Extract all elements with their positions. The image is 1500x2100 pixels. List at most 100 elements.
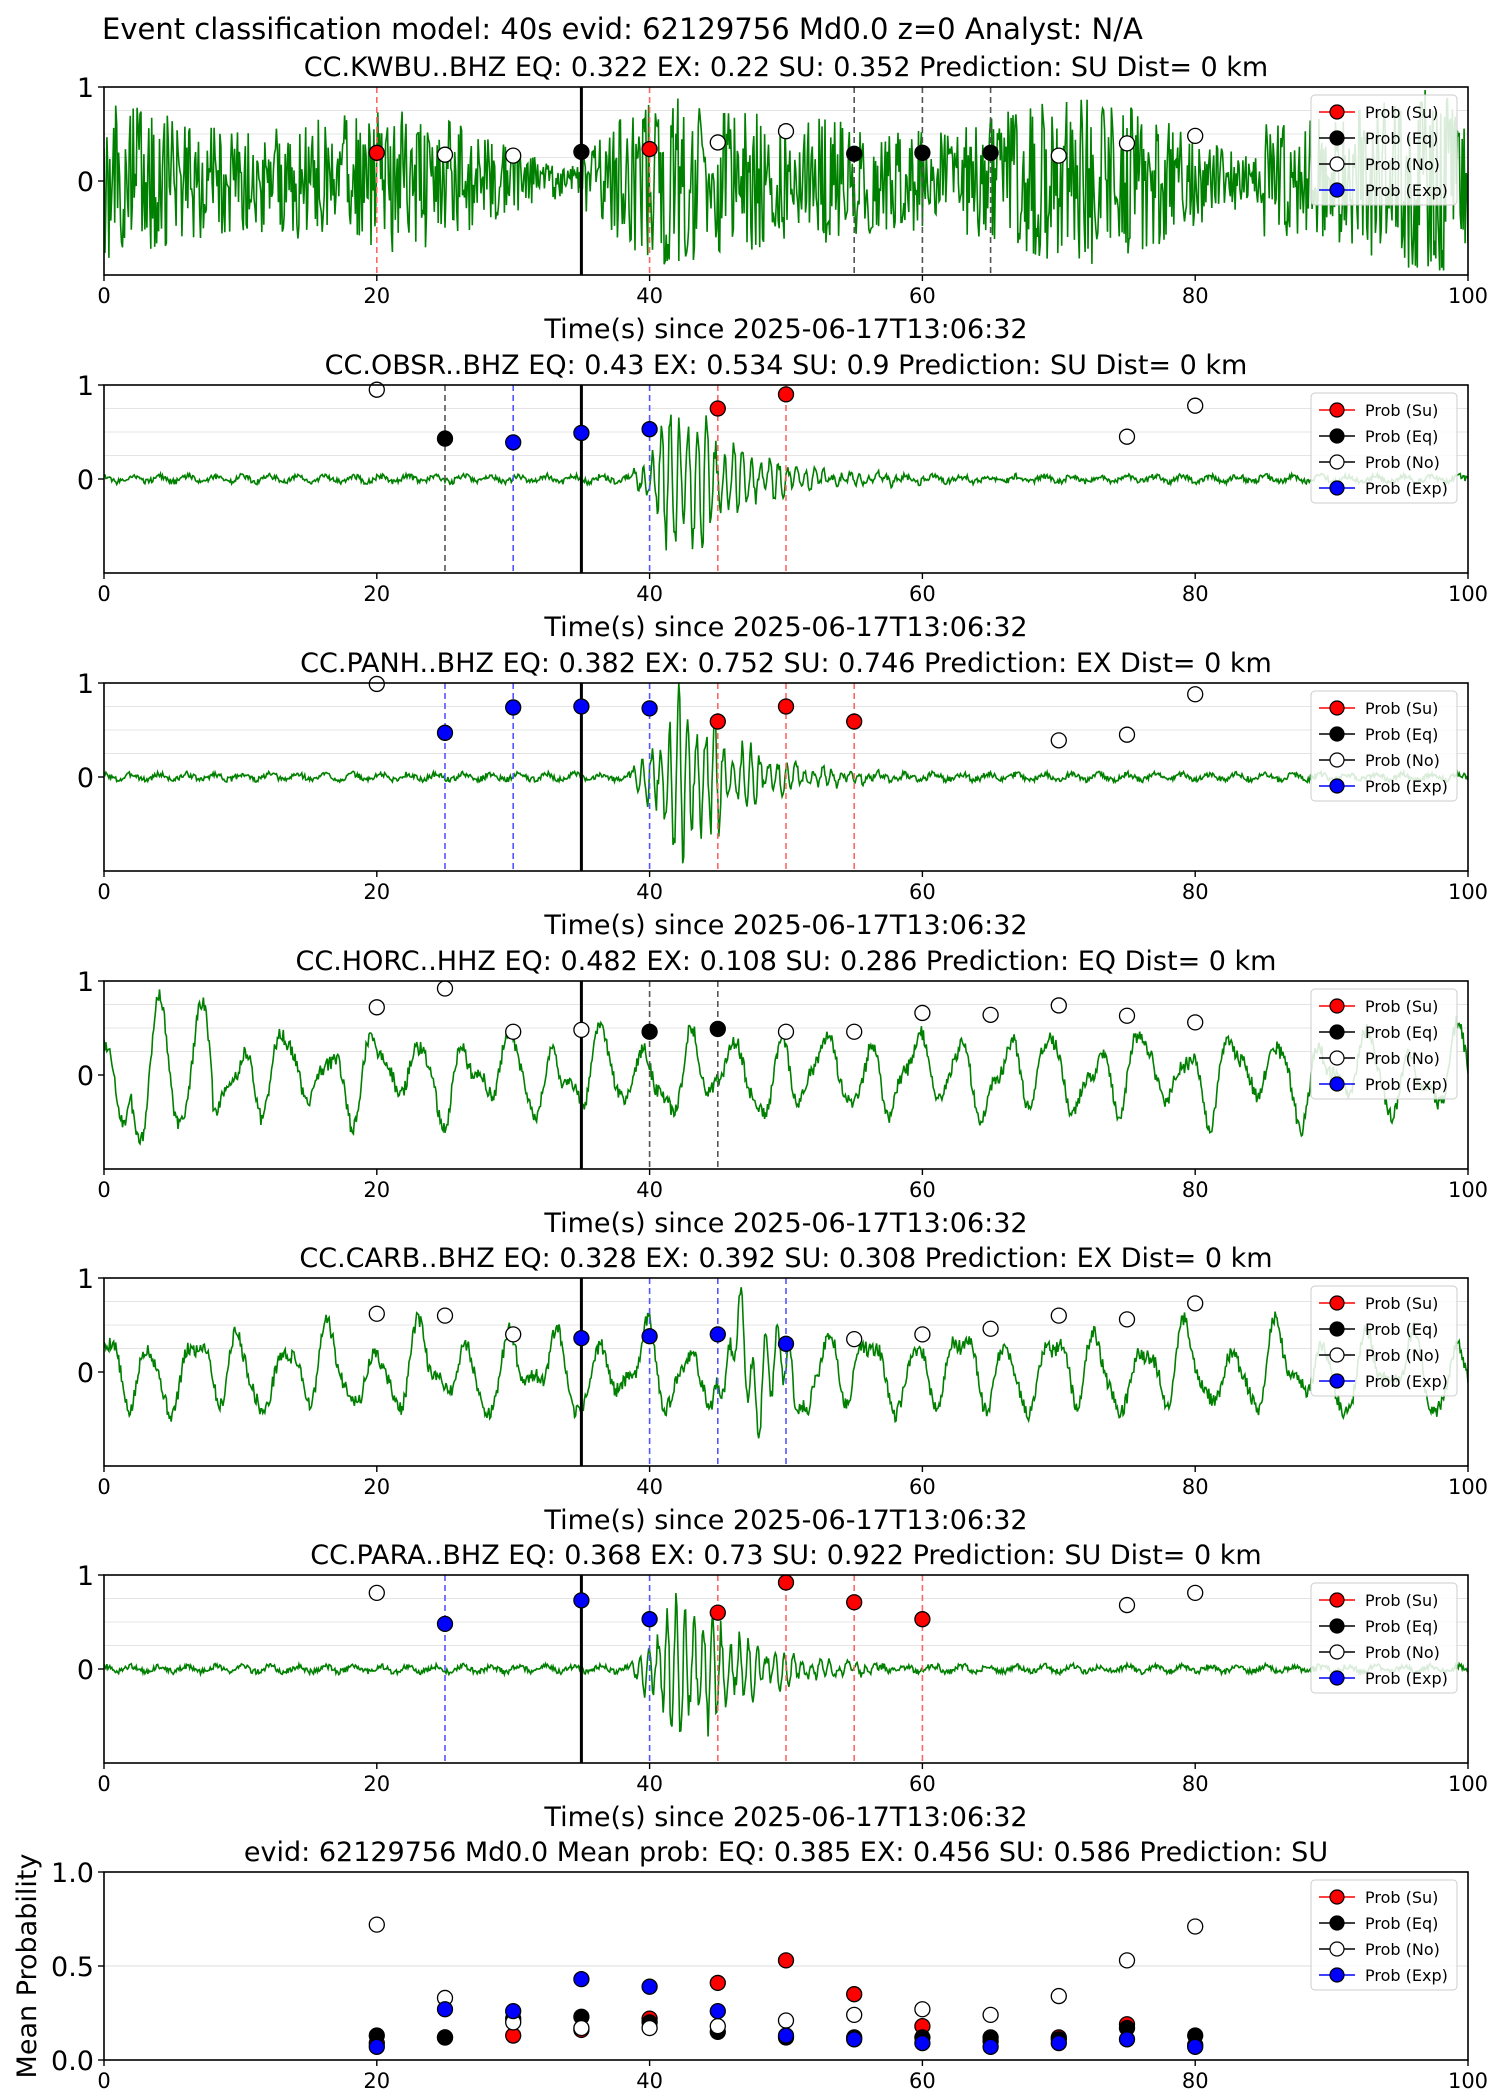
y-tick-label: 0 [77, 465, 94, 496]
prob-point-no [709, 134, 726, 151]
prob-point-no [777, 1023, 795, 1040]
prob-point-exp [573, 424, 590, 442]
waveform-trace [104, 414, 1468, 551]
prob-point-exp [573, 698, 590, 715]
x-tick-label: 0 [97, 2069, 110, 2093]
mean-prob-point-no [1118, 1952, 1136, 1969]
x-tick-label: 60 [909, 880, 936, 904]
y-tick-label: 0 [77, 1655, 94, 1686]
legend-label: Prob (Exp) [1365, 479, 1448, 498]
mean-prob-point-su [709, 1974, 726, 1992]
legend-marker-exp [1329, 1670, 1345, 1686]
prob-point-exp [709, 1326, 726, 1343]
prob-point-no [914, 1004, 931, 1022]
legend-label: Prob (Eq) [1365, 427, 1438, 446]
legend-marker-eq [1329, 1024, 1345, 1040]
prob-point-no [1187, 686, 1204, 703]
x-axis-label: Time(s) since 2025-06-17T13:06:32 [543, 910, 1027, 941]
prob-point-exp [573, 1330, 590, 1347]
legend-marker-no [1329, 752, 1345, 768]
x-axis-label: Time(s) since 2025-06-17T13:06:32 [543, 314, 1027, 345]
legend-marker-su [1329, 998, 1345, 1014]
x-tick-label: 80 [1182, 1178, 1209, 1202]
legend-marker-no [1329, 1347, 1345, 1363]
x-tick-label: 100 [1448, 1178, 1488, 1202]
y-axis-label: Mean Probability [12, 1854, 43, 2079]
waveform-trace [104, 1592, 1468, 1737]
x-tick-label: 40 [636, 2069, 663, 2093]
x-tick-label: 100 [1448, 880, 1488, 904]
legend: Prob (Su) Prob (Eq) Prob (No) Prob (Exp) [1310, 1582, 1458, 1694]
prob-point-exp [436, 724, 454, 741]
mean-prob-point-no [1187, 1918, 1204, 1935]
waveform-trace [104, 989, 1468, 1146]
prob-point-su [777, 1574, 795, 1591]
legend-marker-no [1329, 156, 1345, 172]
legend: Prob (Su) Prob (Eq) Prob (No) Prob (Exp) [1310, 392, 1458, 504]
x-tick-label: 0 [97, 1178, 110, 1202]
prob-point-no [505, 147, 522, 164]
x-axis-label: Time(s) since 2025-06-17T13:06:32 [543, 612, 1027, 643]
legend-label: Prob (Eq) [1365, 1617, 1438, 1636]
y-tick-label: 0.5 [51, 1952, 94, 1983]
legend-box [1310, 94, 1458, 206]
y-tick-label: 1 [77, 371, 94, 402]
legend-label: Prob (No) [1365, 453, 1440, 472]
prob-point-su [777, 386, 795, 403]
prob-point-no [846, 1023, 863, 1040]
mean-prob-point-no [777, 2012, 795, 2029]
legend-box [1310, 690, 1458, 802]
prob-point-eq [709, 1020, 726, 1038]
legend-box [1310, 1285, 1458, 1397]
legend-marker-su [1329, 1295, 1345, 1311]
legend-marker-exp [1329, 1076, 1345, 1092]
prob-point-su [709, 713, 726, 730]
legend: Prob (Su) Prob (Eq) Prob (No) Prob (Exp) [1310, 94, 1458, 206]
legend-label: Prob (Su) [1365, 699, 1438, 718]
panel-6: CC.PARA..BHZ EQ: 0.368 EX: 0.73 SU: 0.92… [77, 1540, 1488, 1833]
mean-prob-point-exp [982, 2038, 999, 2055]
y-tick-label: 0.0 [51, 2046, 94, 2077]
prob-point-no [436, 146, 454, 163]
prob-point-no [1118, 1311, 1136, 1328]
prob-point-no [436, 980, 454, 997]
prob-point-no [1118, 428, 1136, 445]
prob-point-no [1118, 726, 1136, 743]
mean-prob-point-eq [436, 2029, 454, 2046]
legend: Prob (Su) Prob (Eq) Prob (No) Prob (Exp) [1310, 690, 1458, 802]
x-tick-label: 80 [1182, 284, 1209, 308]
y-tick-label: 1 [77, 73, 94, 104]
x-tick-label: 20 [363, 1475, 390, 1499]
x-tick-label: 80 [1182, 1772, 1209, 1796]
prob-point-no [914, 1326, 931, 1343]
plot-area [104, 385, 1468, 573]
legend-marker-no [1329, 1644, 1345, 1660]
x-axis-label: Time(s) since 2025-06-17T13:06:32 [543, 1208, 1027, 1239]
legend-marker-su [1329, 1592, 1345, 1608]
legend-marker-no [1329, 1941, 1345, 1957]
x-tick-label: 40 [636, 1475, 663, 1499]
prob-point-no [1118, 1007, 1136, 1024]
prob-point-no [368, 381, 385, 398]
x-tick-label: 80 [1182, 582, 1209, 606]
prob-point-no [846, 1330, 863, 1348]
legend: Prob (Su) Prob (Eq) Prob (No) Prob (Exp) [1310, 988, 1458, 1100]
legend-label: Prob (Su) [1365, 1294, 1438, 1313]
x-tick-label: 60 [909, 582, 936, 606]
legend-label: Prob (Su) [1365, 997, 1438, 1016]
mean-prob-point-exp [368, 2038, 385, 2055]
prob-point-exp [505, 699, 522, 716]
legend-box [1310, 392, 1458, 504]
mean-prob-point-no [641, 2019, 658, 2037]
plot-area [104, 1872, 1468, 1967]
prob-point-no [368, 999, 385, 1016]
prob-point-no [505, 1023, 522, 1040]
y-tick-label: 0 [77, 167, 94, 198]
legend-label: Prob (Eq) [1365, 129, 1438, 148]
prob-point-exp [573, 1592, 590, 1609]
prob-point-no [368, 1305, 385, 1322]
prob-point-no [436, 1307, 454, 1324]
mean-prob-point-exp [709, 2002, 726, 2020]
legend-label: Prob (Exp) [1365, 1966, 1448, 1985]
x-tick-label: 80 [1182, 1475, 1209, 1499]
